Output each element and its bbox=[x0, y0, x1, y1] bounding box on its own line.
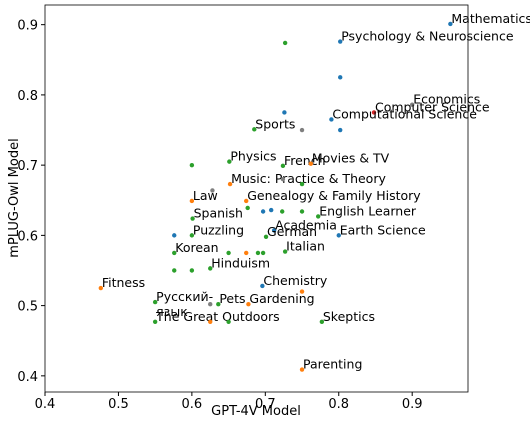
x-tick-label: 0.7 bbox=[255, 397, 276, 412]
x-tick-label: 0.5 bbox=[108, 397, 129, 412]
point bbox=[246, 302, 251, 307]
point bbox=[338, 127, 343, 133]
y-axis-label: mPLUG-Owl Model bbox=[7, 138, 22, 257]
point bbox=[308, 161, 314, 166]
point-label: Chemistry bbox=[263, 273, 328, 288]
point-label: German bbox=[267, 224, 317, 239]
point-label: язык bbox=[156, 304, 188, 319]
point bbox=[299, 367, 305, 372]
point bbox=[280, 176, 286, 182]
point bbox=[208, 319, 213, 324]
point-label: Physics bbox=[230, 149, 276, 164]
point bbox=[252, 127, 257, 132]
point bbox=[263, 234, 269, 239]
point bbox=[338, 39, 343, 44]
point bbox=[448, 21, 453, 27]
point bbox=[189, 162, 195, 168]
point-label: Music: Practice & Theory bbox=[231, 171, 386, 186]
x-tick-label: 0.6 bbox=[182, 397, 203, 412]
x-tick-label: 0.4 bbox=[35, 397, 56, 412]
point-label: Skeptics bbox=[323, 309, 375, 324]
point bbox=[245, 205, 250, 211]
point-label: Academia bbox=[275, 217, 337, 232]
point bbox=[319, 319, 325, 324]
point bbox=[260, 250, 266, 256]
point-label: Genealogy & Family History bbox=[247, 188, 421, 203]
point bbox=[282, 249, 288, 254]
point bbox=[189, 268, 195, 273]
point bbox=[299, 127, 305, 133]
point-label: Pets bbox=[219, 291, 245, 306]
point-label: French bbox=[284, 153, 326, 168]
point bbox=[208, 302, 213, 307]
point bbox=[280, 163, 286, 169]
y-tick-label: 0.6 bbox=[17, 229, 38, 244]
point bbox=[299, 289, 305, 294]
point-label: Korean bbox=[175, 240, 218, 255]
point bbox=[299, 181, 305, 187]
point bbox=[371, 110, 377, 115]
point-label: Economics bbox=[413, 92, 480, 107]
point-label: Hinduism bbox=[211, 255, 270, 270]
point-label: Mathematics bbox=[451, 11, 530, 26]
point bbox=[172, 233, 177, 238]
point bbox=[260, 283, 265, 289]
point bbox=[336, 233, 341, 238]
point-label: Fitness bbox=[102, 275, 145, 290]
point-label: Gardening bbox=[249, 291, 314, 306]
point-label: Italian bbox=[286, 239, 325, 254]
point-label: Psychology & Neuroscience bbox=[341, 29, 514, 44]
point-label: Computational Science bbox=[332, 106, 477, 121]
point bbox=[409, 102, 415, 107]
y-tick-label: 0.8 bbox=[17, 89, 38, 104]
point bbox=[227, 181, 233, 187]
point bbox=[189, 233, 195, 238]
point bbox=[338, 75, 343, 80]
point bbox=[282, 110, 287, 115]
x-tick-label: 0.8 bbox=[328, 397, 349, 412]
point bbox=[98, 285, 104, 291]
point bbox=[226, 319, 231, 324]
point-label: English Learner bbox=[319, 203, 417, 218]
point-label: Sports bbox=[255, 116, 295, 131]
point bbox=[280, 209, 285, 214]
point bbox=[172, 268, 177, 273]
point-label: Parenting bbox=[303, 357, 362, 372]
point bbox=[152, 319, 158, 324]
point bbox=[216, 302, 221, 307]
y-tick-label: 0.4 bbox=[17, 370, 38, 385]
point bbox=[315, 214, 321, 219]
point-label: Spanish bbox=[194, 206, 243, 221]
plot-frame bbox=[44, 4, 469, 393]
point-label: Computer Science bbox=[375, 99, 490, 114]
x-axis-label: GPT-4V Model bbox=[211, 404, 301, 419]
point bbox=[190, 216, 195, 221]
point bbox=[282, 40, 288, 46]
point bbox=[244, 198, 249, 204]
y-tick-label: 0.9 bbox=[17, 19, 38, 34]
point bbox=[260, 209, 266, 214]
point bbox=[255, 250, 261, 256]
point bbox=[329, 117, 334, 122]
point-label: Movies & TV bbox=[312, 151, 390, 166]
x-tick-label: 0.9 bbox=[402, 397, 423, 412]
point bbox=[172, 250, 177, 256]
point bbox=[268, 207, 274, 213]
point bbox=[244, 250, 249, 256]
point bbox=[208, 266, 213, 271]
point bbox=[227, 159, 232, 164]
point-label: Puzzling bbox=[193, 222, 244, 237]
point bbox=[210, 188, 215, 193]
y-tick-label: 0.7 bbox=[17, 159, 38, 174]
point-label: Русский- bbox=[156, 289, 213, 304]
point bbox=[299, 209, 305, 214]
point bbox=[152, 299, 158, 305]
y-tick-label: 0.5 bbox=[17, 300, 38, 315]
point bbox=[271, 228, 277, 233]
point bbox=[226, 250, 231, 256]
point bbox=[189, 198, 195, 204]
point-label: Earth Science bbox=[340, 222, 426, 237]
point-label: The Great Outdoors bbox=[155, 309, 280, 324]
